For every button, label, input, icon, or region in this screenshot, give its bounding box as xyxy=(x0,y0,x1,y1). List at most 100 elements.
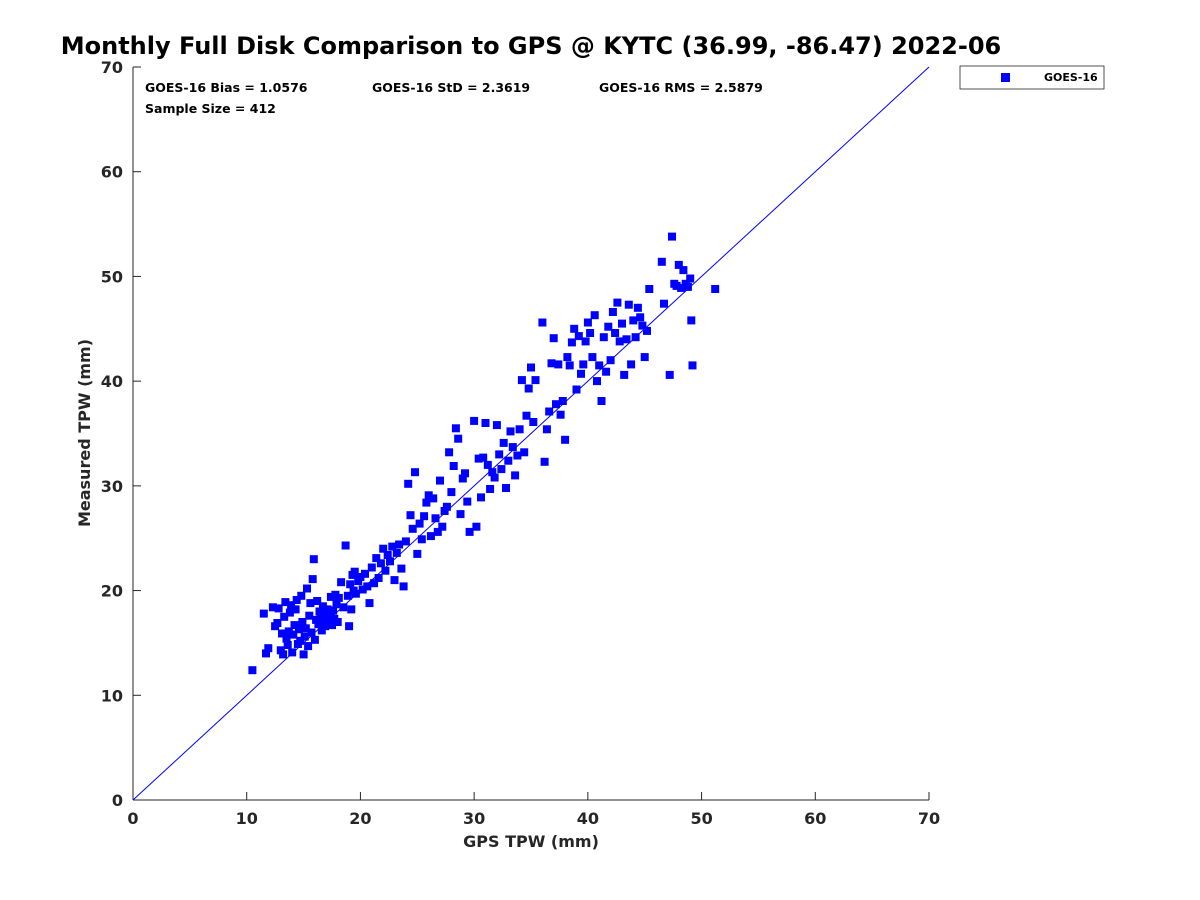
data-point xyxy=(547,359,556,368)
data-point xyxy=(333,618,342,626)
data-point xyxy=(383,551,392,559)
data-point xyxy=(527,363,535,372)
data-point xyxy=(284,627,293,636)
x-tick-label: 30 xyxy=(463,809,485,828)
data-point xyxy=(388,542,397,551)
data-point xyxy=(358,585,367,594)
data-point xyxy=(620,370,629,379)
data-point xyxy=(445,448,454,457)
data-point xyxy=(411,468,419,477)
data-point xyxy=(433,527,442,536)
y-tick-label: 70 xyxy=(101,58,123,77)
data-point xyxy=(645,285,654,293)
data-point xyxy=(298,618,307,626)
data-point xyxy=(490,473,499,482)
data-point xyxy=(276,646,285,655)
data-point xyxy=(345,622,354,631)
data-point xyxy=(643,326,651,335)
data-point xyxy=(309,555,318,564)
data-point xyxy=(627,360,636,369)
data-point xyxy=(595,361,604,370)
data-point xyxy=(306,599,315,608)
data-point xyxy=(463,497,472,506)
data-point xyxy=(640,353,649,362)
data-point xyxy=(481,419,490,427)
y-tick-label: 0 xyxy=(112,791,123,810)
data-point xyxy=(577,369,585,378)
data-point xyxy=(424,491,433,500)
data-point xyxy=(374,574,383,582)
data-point xyxy=(492,421,501,430)
data-point xyxy=(508,443,517,452)
data-point xyxy=(320,616,328,625)
data-point xyxy=(292,596,301,604)
data-point xyxy=(312,615,321,624)
data-point xyxy=(538,318,547,327)
data-point xyxy=(556,410,565,419)
data-point xyxy=(502,484,510,492)
data-point xyxy=(372,554,381,563)
data-point xyxy=(325,612,334,621)
data-point xyxy=(274,604,283,613)
data-point xyxy=(332,600,341,609)
data-point xyxy=(337,578,346,587)
data-point xyxy=(579,360,588,369)
data-point xyxy=(581,337,590,346)
data-point xyxy=(470,416,479,425)
data-point xyxy=(305,611,314,620)
data-point xyxy=(567,338,576,347)
data-point xyxy=(287,601,296,610)
data-point xyxy=(280,612,289,621)
data-point xyxy=(339,603,348,612)
data-point xyxy=(631,333,640,342)
data-point xyxy=(454,434,463,443)
data-point xyxy=(563,353,572,362)
data-point xyxy=(310,635,319,644)
data-point xyxy=(314,620,323,629)
data-point xyxy=(346,580,355,589)
std-stat: GOES-16 StD = 2.3619 xyxy=(372,80,530,95)
data-point xyxy=(513,451,522,460)
data-point xyxy=(474,454,483,463)
data-point xyxy=(363,582,372,591)
x-tick-label: 0 xyxy=(127,809,138,828)
data-point xyxy=(426,532,435,541)
data-point xyxy=(456,510,465,519)
data-point xyxy=(417,535,426,544)
data-point xyxy=(458,474,467,483)
data-point xyxy=(343,591,352,600)
data-point xyxy=(531,376,540,385)
data-point xyxy=(351,589,360,598)
data-point xyxy=(282,634,291,643)
x-tick-label: 60 xyxy=(804,809,826,828)
data-point xyxy=(665,370,674,379)
data-point xyxy=(604,322,613,331)
data-point xyxy=(477,493,485,502)
data-point xyxy=(318,602,327,611)
data-point xyxy=(545,407,554,416)
data-point xyxy=(486,485,495,493)
data-point xyxy=(291,605,300,614)
data-point xyxy=(313,597,322,605)
data-point xyxy=(315,607,324,616)
data-point xyxy=(657,257,666,266)
data-point xyxy=(422,498,431,507)
data-point xyxy=(397,564,406,573)
data-point xyxy=(583,318,592,327)
legend-label: GOES-16 xyxy=(1044,71,1098,84)
data-point xyxy=(381,566,390,575)
data-point xyxy=(281,598,290,607)
data-point xyxy=(593,377,601,386)
data-point xyxy=(401,537,410,546)
data-point xyxy=(488,468,497,477)
data-point xyxy=(524,384,533,393)
data-point xyxy=(588,353,597,362)
data-point xyxy=(465,527,474,536)
data-point xyxy=(677,283,686,292)
data-point xyxy=(308,575,317,584)
data-point xyxy=(499,438,508,447)
y-tick-label: 20 xyxy=(101,582,123,601)
data-point xyxy=(303,584,311,593)
data-point xyxy=(404,479,413,488)
data-point xyxy=(289,630,298,639)
